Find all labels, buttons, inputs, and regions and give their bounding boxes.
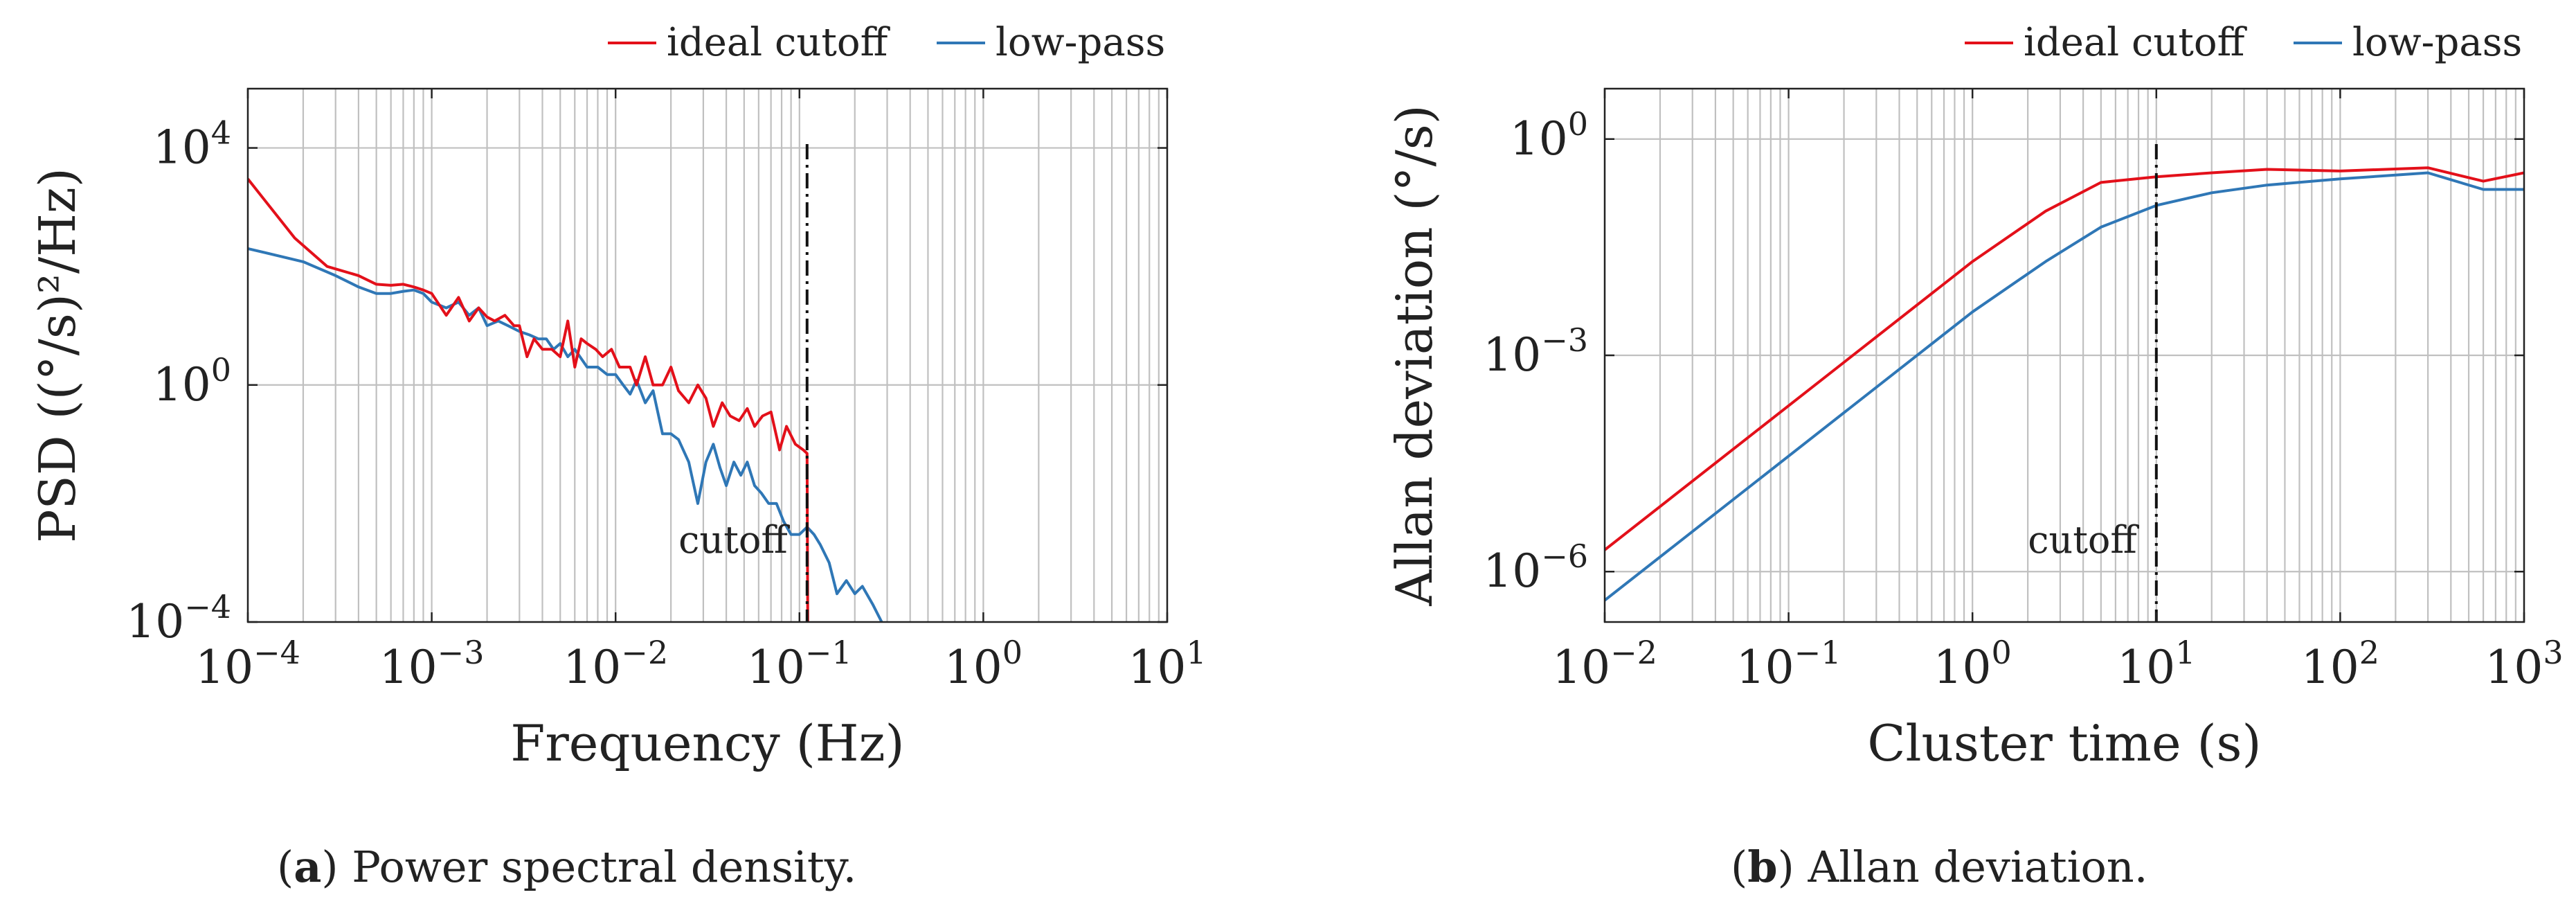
plot-frame <box>246 87 1169 623</box>
caption-a-letter: a <box>294 842 322 892</box>
y-tick-label: 104 <box>153 114 231 175</box>
cutoff-label: cutoff <box>678 518 790 562</box>
caption-b: (b) Allan deviation. <box>1731 842 2148 892</box>
y-axis-label: Allan deviation (°/s) <box>1385 105 1443 607</box>
y-tick-label: 100 <box>153 351 231 411</box>
series-line-ideal <box>248 178 809 622</box>
y-tick-label: 100 <box>1510 105 1588 166</box>
x-tick-label: 100 <box>944 634 1023 694</box>
series-b <box>1605 166 2524 602</box>
x-axis-label: Frequency (Hz) <box>510 714 904 772</box>
caption-b-text: Allan deviation. <box>1808 842 2148 892</box>
legend-a: ideal cutoff low-pass <box>608 20 1165 65</box>
y-axis-label: PSD ((°/s)²/Hz) <box>28 168 87 543</box>
cutoff-label: cutoff <box>2028 518 2139 562</box>
grid-b <box>1605 89 2524 622</box>
x-tick-label: 10−4 <box>195 634 300 694</box>
x-tick-label: 103 <box>2485 634 2563 694</box>
caption-a-text: Power spectral density. <box>352 842 857 892</box>
legend-label: low-pass <box>996 20 1165 65</box>
x-axis-label: Cluster time (s) <box>1867 714 2261 772</box>
series-a <box>248 178 883 622</box>
series-line-ideal <box>1605 166 2524 551</box>
series-line-lowpass <box>1605 171 2524 602</box>
x-tick-label: 101 <box>2117 634 2195 694</box>
legend-b: ideal cutoff low-pass <box>1965 20 2522 65</box>
caption-a: (a) Power spectral density. <box>277 842 857 892</box>
chart-b: cutoff 10−2 10−1 100 101 102 103 10−6 10−3 100 Clu… <box>1385 20 2564 772</box>
x-tick-label: 102 <box>2301 634 2379 694</box>
x-tick-label: 10−2 <box>1552 634 1657 694</box>
x-tick-label: 10−2 <box>563 634 668 694</box>
caption-b-letter: b <box>1747 842 1778 892</box>
x-tick-label: 10−3 <box>379 634 485 694</box>
y-tick-label: 10−6 <box>1483 538 1588 598</box>
x-tick-label: 10−1 <box>1736 634 1841 694</box>
chart-a: cutoff 10−4 10−3 10−2 10−1 100 101 10−4 100 104 Fr… <box>28 20 1207 772</box>
legend-label: ideal cutoff <box>2024 20 2248 65</box>
x-tick-label: 100 <box>1934 634 2012 694</box>
y-tick-label: 10−4 <box>126 588 231 648</box>
x-tick-label: 101 <box>1128 634 1206 694</box>
x-tick-label: 10−1 <box>747 634 852 694</box>
legend-label: low-pass <box>2352 20 2522 65</box>
y-tick-label: 10−3 <box>1483 321 1588 382</box>
legend-label: ideal cutoff <box>667 20 891 65</box>
